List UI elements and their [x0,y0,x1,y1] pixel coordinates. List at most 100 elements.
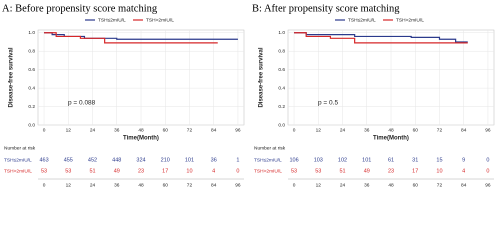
y-tick-label: 0.4 [28,85,35,91]
risk-x-tick-label: 24 [90,182,96,188]
risk-x-tick-label: 96 [235,182,241,188]
risk-x-tick-label: 48 [388,182,394,188]
risk-count: 53 [315,168,321,174]
figure: A: Before propensity score matching 0.0 0.… [2,3,495,188]
risk-count: 455 [64,157,73,163]
y-tick-label: 0.0 [28,122,35,128]
risk-count: 0 [486,168,489,174]
x-tick-label: 48 [138,127,144,133]
x-tick-label: 72 [437,127,443,133]
risk-count: 36 [211,157,217,163]
y-tick-label: 0.6 [28,67,35,73]
y-tick-label: 0.4 [278,85,285,91]
x-tick-label: 84 [211,127,217,133]
risk-count: 17 [162,168,168,174]
panel-title: A: Before propensity score matching [2,3,158,14]
risk-count: 101 [185,157,194,163]
risk-x-tick-label: 84 [211,182,217,188]
y-axis-label: Disease-free survival [259,47,265,107]
risk-count: 106 [289,157,298,163]
risk-title: Number at risk [254,145,286,151]
risk-count: 53 [41,168,47,174]
x-tick-label: 96 [235,127,241,133]
y-tick-label: 0.6 [278,67,285,73]
risk-x-tick-label: 12 [316,182,322,188]
x-tick-label: 72 [187,127,193,133]
risk-count: 463 [39,157,48,163]
risk-count: 448 [112,157,121,163]
risk-x-tick-label: 36 [364,182,370,188]
x-axis-label: Time(Month) [373,136,409,142]
y-tick-label: 1.0 [278,30,285,36]
risk-count: 103 [314,157,323,163]
y-tick-label: 0.2 [278,104,285,110]
risk-count: 452 [88,157,97,163]
risk-x-tick-label: 72 [187,182,193,188]
risk-count: 53 [65,168,71,174]
p-value: p = 0.088 [68,100,96,107]
x-tick-label: 96 [485,127,491,133]
x-tick-label: 24 [90,127,96,133]
y-tick-label: 0.0 [278,122,285,128]
y-tick-label: 0.8 [278,48,285,54]
risk-count: 23 [138,168,144,174]
x-tick-label: 0 [43,127,46,133]
risk-count: 324 [136,157,145,163]
risk-row-label: TSH>2mIU/L [254,168,282,174]
page: {"chart_data": [ {"type": "line", "title… [2,3,495,189]
x-axis-label: Time(Month) [123,136,159,142]
risk-x-tick-label: 60 [163,182,169,188]
risk-x-tick-label: 84 [461,182,467,188]
risk-x-tick-label: 72 [437,182,443,188]
x-tick-label: 0 [293,127,296,133]
x-tick-label: 60 [163,127,169,133]
legend-label: TSH≤2mIU/L [98,17,126,23]
risk-count: 210 [161,157,170,163]
risk-count: 51 [339,168,345,174]
risk-count: 49 [364,168,370,174]
survival-curve [294,32,468,44]
risk-x-tick-label: 0 [293,182,296,188]
legend-label: TSH>2mIU/L [146,17,174,23]
risk-title: Number at risk [4,145,36,151]
risk-count: 0 [236,168,239,174]
risk-count: 4 [462,168,465,174]
risk-x-tick-label: 12 [66,182,72,188]
risk-x-tick-label: 96 [485,182,491,188]
p-value: p = 0.5 [318,100,338,107]
risk-count: 51 [89,168,95,174]
risk-count: 102 [338,157,347,163]
x-tick-label: 24 [340,127,346,133]
risk-count: 10 [436,168,442,174]
risk-row-label: TSH≤2mIU/L [4,157,32,163]
y-tick-label: 0.8 [28,48,35,54]
x-tick-label: 36 [364,127,370,133]
x-tick-label: 12 [316,127,322,133]
x-tick-label: 48 [388,127,394,133]
risk-count: 53 [291,168,297,174]
y-tick-label: 0.2 [28,104,35,110]
x-tick-label: 84 [461,127,467,133]
risk-x-tick-label: 36 [114,182,120,188]
panel-title: B: After propensity score matching [252,3,400,14]
risk-count: 31 [412,157,418,163]
risk-count: 10 [186,168,192,174]
y-axis-label: Disease-free survival [9,47,15,107]
risk-x-tick-label: 48 [138,182,144,188]
risk-count: 0 [486,157,489,163]
risk-count: 9 [462,157,465,163]
risk-count: 17 [412,168,418,174]
risk-row-label: TSH≤2mIU/L [254,157,282,163]
x-tick-label: 60 [413,127,419,133]
risk-count: 4 [212,168,215,174]
risk-x-tick-label: 60 [413,182,419,188]
risk-count: 101 [362,157,371,163]
y-tick-label: 1.0 [28,30,35,36]
risk-count: 61 [388,157,394,163]
risk-x-tick-label: 0 [43,182,46,188]
legend-label: TSH>2mIU/L [396,17,424,23]
risk-count: 23 [388,168,394,174]
risk-count: 49 [114,168,120,174]
legend-label: TSH≤2mIU/L [348,17,376,23]
x-tick-label: 12 [66,127,72,133]
